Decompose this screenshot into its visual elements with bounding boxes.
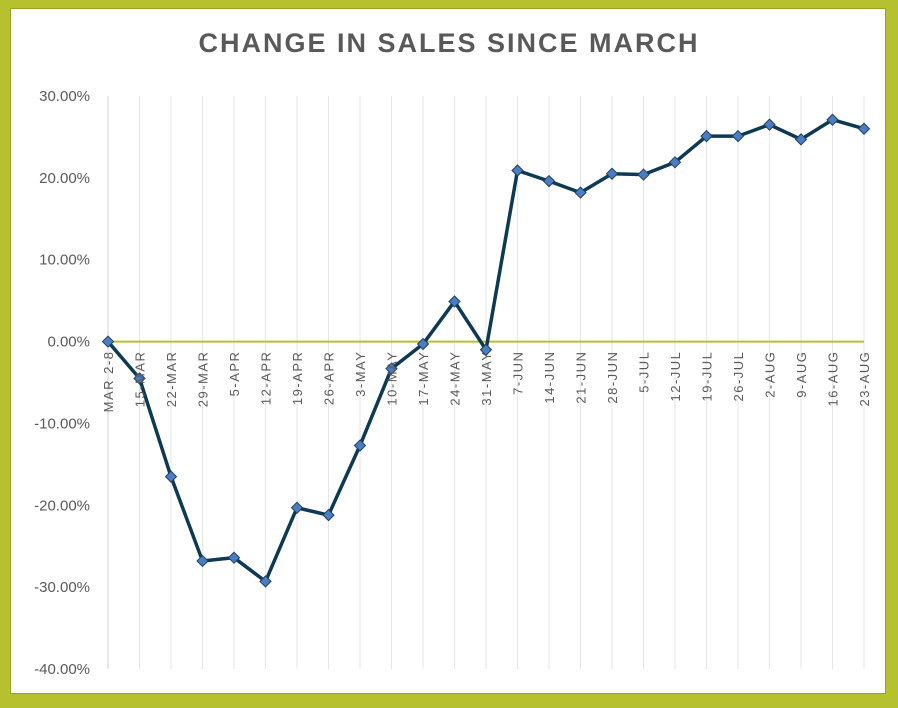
x-tick-label: 14-JUN (542, 351, 557, 404)
data-point-18 (668, 156, 682, 169)
y-tick-label: 20.00% (39, 170, 90, 187)
x-tick-label: 12-APR (259, 351, 274, 406)
x-axis-labels: MAR 2-8 15-MAR 22-MAR 29-MAR 5-APR 12-APR 19-A… (101, 351, 872, 413)
data-point-10 (416, 337, 430, 351)
data-point-13 (511, 164, 524, 177)
data-point-0 (101, 335, 115, 348)
x-tick-label: 19-APR (290, 351, 305, 406)
y-axis: 30.00% 20.00% 10.00% 0.00% -10.00% -20.00% -30… (34, 88, 109, 678)
series-markers (101, 113, 871, 588)
x-tick-label: 26-JUL (731, 351, 746, 402)
chart-frame (10, 8, 886, 694)
y-tick-label: -40.00% (34, 661, 90, 678)
data-point-12 (479, 343, 493, 356)
x-tick-label: 22-MAR (164, 351, 179, 408)
y-tick-label: -20.00% (34, 497, 90, 514)
x-tick-label: 9-AUG (794, 351, 809, 398)
data-point-17 (637, 168, 650, 181)
data-point-11 (448, 295, 461, 308)
x-tick-label: 21-JUN (574, 351, 589, 404)
x-tick-label: 29-MAR (196, 351, 211, 408)
data-point-6 (290, 501, 304, 514)
x-tick-label: 23-AUG (857, 351, 872, 407)
x-tick-label: 24-MAY (448, 351, 463, 406)
data-point-8 (353, 439, 367, 452)
data-point-16 (605, 167, 619, 180)
x-tick-label: 2-AUG (763, 351, 778, 398)
y-tick-label: 0.00% (47, 334, 90, 351)
x-tick-label: 10-MAY (385, 351, 400, 406)
data-point-2 (164, 470, 178, 483)
y-tick-label: 10.00% (39, 252, 90, 269)
x-tick-label: 31-MAY (479, 351, 494, 406)
x-tick-label: 12-JUL (668, 351, 683, 402)
x-tick-label: 5-JUL (637, 351, 652, 393)
chart-title: CHANGE IN SALES SINCE MARCH (198, 28, 700, 58)
x-tick-label: MAR 2-8 (101, 351, 116, 413)
data-point-5 (259, 575, 272, 588)
x-tick-label: 26-APR (322, 351, 337, 406)
y-tick-label: -30.00% (34, 579, 90, 596)
gridlines (107, 96, 865, 669)
data-point-4 (227, 551, 241, 564)
data-point-23 (826, 113, 839, 126)
data-point-24 (857, 122, 871, 135)
data-point-9 (385, 362, 398, 375)
data-point-1 (133, 372, 146, 385)
data-point-7 (322, 508, 335, 522)
data-point-14 (542, 174, 556, 188)
x-tick-label: 15-MAR (133, 351, 148, 408)
data-point-20 (731, 129, 745, 143)
x-tick-label: 5-APR (227, 351, 242, 397)
data-point-15 (574, 186, 587, 199)
x-tick-label: 19-JUL (700, 351, 715, 402)
data-point-3 (196, 554, 209, 568)
data-point-21 (763, 118, 776, 131)
y-tick-label: -10.00% (34, 415, 90, 432)
x-tick-label: 17-MAY (416, 351, 431, 406)
data-point-22 (794, 133, 808, 146)
x-tick-label: 16-AUG (826, 351, 841, 407)
x-tick-label: 28-JUN (605, 351, 620, 404)
x-tick-label: 3-MAY (353, 351, 368, 397)
y-tick-label: 30.00% (39, 88, 90, 105)
data-point-19 (700, 129, 713, 143)
x-tick-label: 7-JUN (511, 351, 526, 395)
